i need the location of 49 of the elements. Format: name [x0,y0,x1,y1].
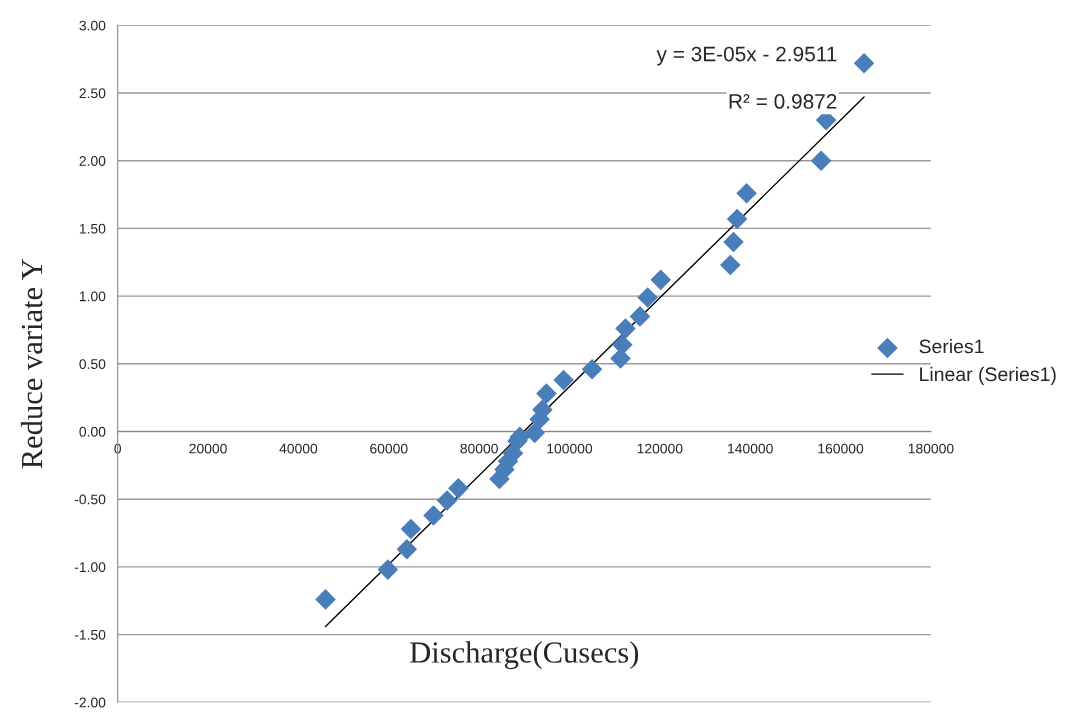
y-tick-label: 0.00 [79,426,106,437]
point [448,478,469,499]
point [436,490,458,511]
x-tick-label: 160000 [818,443,864,454]
point [723,231,744,253]
point [536,383,557,404]
annotation: y = 3E-05x - 2.9511 [656,46,837,66]
y-tick-label: 2.00 [79,156,106,166]
y-tick-label: -0.50 [74,494,106,505]
point [377,559,399,580]
point [553,369,574,391]
y-tick-label: -1.50 [74,629,106,640]
point [736,182,757,204]
point [853,52,875,74]
y-axis-title: Reduce variate Y [20,259,43,469]
y-tick-label: 0.50 [79,359,106,369]
y-tick-label: 1.50 [79,223,106,234]
legend-label: Linear (Series1) [920,366,1056,385]
point [612,334,633,356]
point [423,505,444,526]
point [720,254,741,276]
point [629,306,651,327]
x-tick-label: 40000 [279,443,318,454]
point [315,589,336,610]
x-axis-title: Discharge(Cusecs) [410,641,639,670]
point [581,358,603,380]
y-tick-label: -2.00 [74,697,106,708]
x-tick-label: 140000 [728,443,773,454]
y-tick-label: 2.50 [79,88,106,99]
legend-label: Series1 [919,339,984,354]
x-tick-label: 60000 [370,443,408,454]
point [524,422,545,444]
point [615,318,636,339]
x-tick-label: 120000 [637,443,683,454]
x-tick-label: 180000 [908,443,954,454]
y-tick-label: -1.00 [74,562,106,573]
point [810,150,832,172]
x-tick-label: 20000 [189,443,227,454]
annotation: R² = 0.9872 [729,94,837,109]
x-tick-label: 0 [114,443,122,454]
x-tick-label: 80000 [460,443,498,454]
point [396,538,418,560]
x-tick-label: 100000 [547,443,593,454]
point [400,518,422,540]
point [637,287,658,308]
y-tick-label: 1.00 [79,291,106,302]
point [726,208,748,230]
point [650,269,672,291]
y-tick-label: 3.00 [79,20,106,31]
